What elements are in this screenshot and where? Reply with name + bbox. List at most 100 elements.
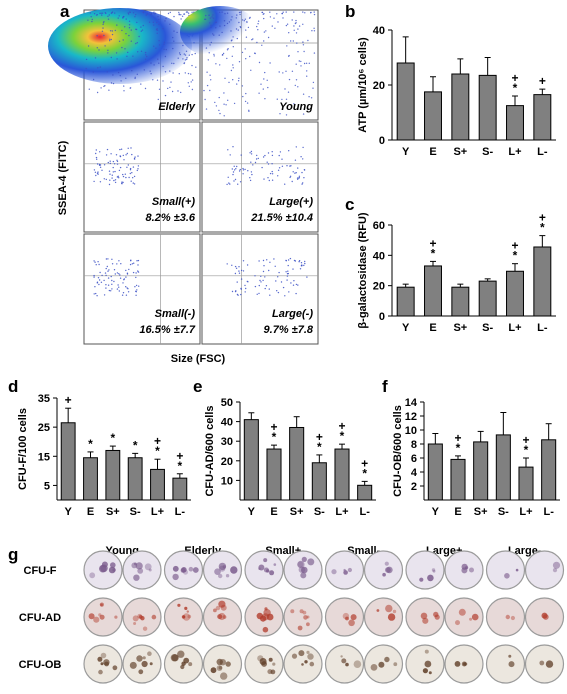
colony-spot [461,661,467,667]
event-dot [221,31,223,34]
event-dot [96,158,98,160]
event-dot [233,180,235,182]
y-tick-label: 5 [44,480,50,492]
event-dot [114,273,117,275]
event-dot [109,173,111,175]
event-dot [146,55,148,58]
bar [506,270,524,317]
event-dot [302,146,304,149]
event-dot [218,34,220,36]
colony-spot [216,665,223,671]
event-dot [302,44,305,46]
event-dot [137,264,139,266]
y-axis-label: CFU-F/100 cells [17,408,29,490]
event-dot [242,173,244,175]
dish-plate [485,550,526,590]
event-dot [97,277,100,279]
event-dot [126,152,128,155]
event-dot [223,103,225,105]
culture-dish [524,597,565,637]
y-tick-label: 40 [373,25,385,37]
event-dot [137,270,139,272]
event-dot [258,260,260,262]
event-dot [230,69,233,72]
bar [533,94,552,141]
colony-image-panel: Young Elderly Small+ Small- Large+ Large-CFU-… [19,545,565,684]
flow-plot-frame [201,121,319,233]
event-dot [158,18,160,21]
bar [450,458,466,501]
event-dot [108,89,110,91]
event-dot [108,269,110,271]
event-dot [123,15,125,18]
event-dot [87,19,89,21]
event-dot [187,82,189,84]
flow-plot-frame [83,233,201,345]
event-dot [303,264,305,267]
x-tick-label: S- [498,506,509,518]
culture-dish [163,597,204,637]
event-dot [169,11,171,14]
event-dot [298,25,301,27]
event-dot [162,80,164,82]
event-dot [296,177,299,179]
event-dot [133,157,136,160]
event-dot [227,48,229,50]
event-dot [303,50,305,53]
event-dot [285,24,288,27]
significance-mark: * [362,466,367,480]
colony-spot [99,564,107,573]
event-dot [136,169,138,172]
x-tick-label: L- [537,322,548,334]
event-dot [282,17,284,19]
event-dot [163,41,166,43]
event-dot [140,26,142,28]
colony-spot [210,667,217,674]
event-dot [271,151,273,153]
event-dot [242,169,245,171]
event-dot [296,42,298,44]
event-dot [114,170,116,173]
colony-spot [222,565,226,569]
event-dot [116,176,119,178]
event-dot [195,66,197,68]
significance-mark: * [317,440,322,454]
y-tick-label: 60 [373,220,385,232]
event-dot [132,12,135,14]
event-dot [135,28,137,30]
event-dot [108,170,111,172]
event-dot [235,168,237,170]
flow-plot-4: Large(+) 21.5% ±10.4 [201,121,319,233]
event-dot [131,172,133,174]
event-dot [128,268,130,271]
event-dot [254,52,256,54]
event-dot [118,260,120,262]
event-dot [247,26,250,29]
event-dot [105,178,108,181]
bar [424,91,442,141]
event-dot [140,30,142,32]
event-dot [110,82,113,84]
culture-dish [363,550,404,590]
event-dot [244,18,246,20]
event-dot [101,274,103,277]
flow-plot-frame [201,233,319,345]
event-dot [105,267,107,270]
event-dot [190,81,192,83]
event-dot [240,11,242,13]
colony-spot [213,608,217,613]
event-dot [276,13,278,15]
event-dot [223,20,226,22]
event-dot [257,23,259,25]
event-dot [264,71,266,74]
event-dot [210,26,212,28]
event-dot [254,161,257,164]
event-dot [237,183,239,185]
event-dot [262,88,264,90]
event-dot [204,18,207,20]
colony-spot [331,569,337,575]
culture-dish [405,597,445,637]
event-dot [178,13,180,15]
colony-spot [133,622,137,625]
